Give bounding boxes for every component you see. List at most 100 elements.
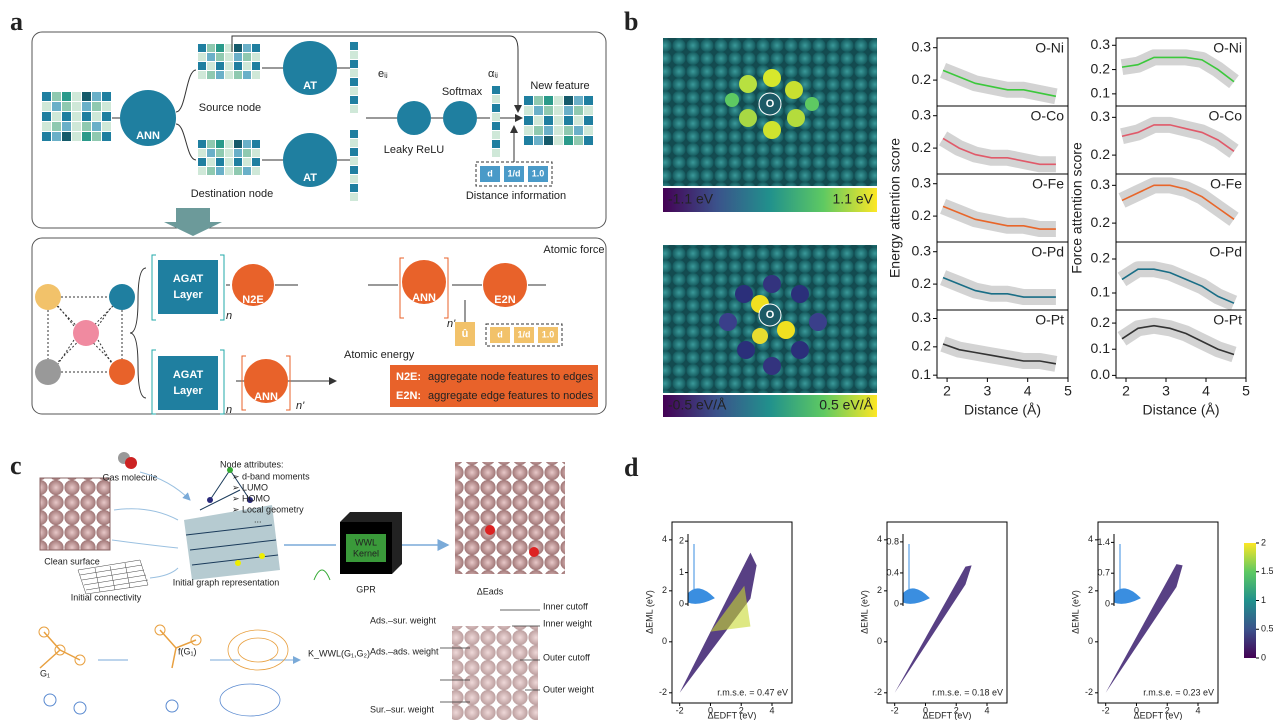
legend-text: aggregate node features to edges: [428, 371, 594, 383]
y-tick-label: 0.2: [1091, 60, 1111, 76]
node: [73, 320, 99, 346]
x-tick-label: 4: [1024, 383, 1032, 399]
y-tick-label: 2: [1088, 585, 1093, 595]
node: [35, 359, 61, 385]
x-tick-label: 3: [1162, 383, 1170, 399]
text: Initial graph representation: [173, 577, 280, 587]
x-tick-label: 4: [1195, 705, 1200, 715]
y-axis-label: Force attention score: [1069, 142, 1085, 274]
matrix-cell: [492, 86, 500, 94]
matrix-cell: [492, 95, 500, 103]
matrix-cell: [350, 96, 358, 104]
matrix-cell: [524, 136, 533, 145]
graph-icons: [39, 625, 201, 668]
node: [109, 284, 135, 310]
matrix-cell: [72, 122, 81, 131]
text: New feature: [530, 80, 589, 92]
y-tick-label: 0: [877, 636, 882, 646]
y-tick-label: 0.1: [1091, 85, 1111, 101]
softmax-node: [443, 101, 477, 135]
text: ΔEads: [477, 586, 504, 596]
matrix-cell: [234, 44, 242, 52]
graph-icons: [44, 694, 178, 714]
text: Layer: [173, 385, 203, 397]
matrix-cell: [82, 112, 91, 121]
subplot-title: O-Pd: [1209, 244, 1242, 260]
text: Softmax: [442, 86, 483, 98]
matrix-cell: [350, 69, 358, 77]
y-tick-label: 0.2: [912, 207, 932, 223]
matrix-cell: [252, 53, 260, 61]
y-axis-label: Energy attention score: [887, 138, 903, 278]
subplot-title: O-Pt: [1035, 312, 1064, 328]
text: û: [462, 328, 469, 340]
surface-image: [40, 478, 110, 550]
distance-label: d: [487, 168, 493, 178]
matrix-cell: [102, 132, 111, 141]
matrix-cell: [216, 158, 224, 166]
inset-tick-label: 2: [679, 536, 684, 546]
matrix-cell: [492, 113, 500, 121]
y-tick-label: 0.1: [1091, 340, 1111, 356]
matrix-cell: [350, 148, 358, 156]
inset-tick-label: 0.4: [886, 567, 899, 577]
legend-key: N2E:: [396, 371, 421, 383]
subplot-title: O-Fe: [1032, 176, 1064, 192]
inset-tick-label: 0.8: [886, 536, 899, 546]
matrix-cell: [198, 53, 206, 61]
subplot-title: O-Pd: [1031, 244, 1064, 260]
list-item: ➢ LUMO: [232, 482, 268, 492]
subplot-title: O-Pt: [1213, 312, 1242, 328]
matrix-cell: [574, 116, 583, 125]
matrix-cell: [524, 96, 533, 105]
y-tick-label: 0.3: [1091, 36, 1111, 52]
matrix-cell: [350, 105, 358, 113]
text: WWL: [355, 537, 377, 547]
matrix-cell: [564, 116, 573, 125]
matrix-cell: [52, 112, 61, 121]
matrix-cell: [207, 140, 215, 148]
y-tick-label: 0: [1088, 636, 1093, 646]
matrix-cell: [252, 149, 260, 157]
matrix-cell: [225, 149, 233, 157]
y-tick-label: 0.2: [1091, 314, 1111, 330]
matrix-cell: [534, 136, 543, 145]
text: K_WWL(G₁,G₂): [308, 648, 370, 658]
matrix-cell: [102, 122, 111, 131]
matrix-cell: [584, 136, 593, 145]
y-tick-label: 0.3: [912, 106, 932, 122]
y-tick-label: 4: [877, 534, 882, 544]
text: Ads.–sur. weight: [370, 615, 437, 625]
x-tick-label: 3: [983, 383, 991, 399]
y-tick-label: -2: [1085, 687, 1093, 697]
matrix-cell: [534, 116, 543, 125]
matrix-cell: [62, 102, 71, 111]
y-tick-label: 0.2: [912, 139, 932, 155]
text: n': [447, 318, 456, 330]
y-tick-label: 4: [662, 534, 667, 544]
text: Sur.–sur. weight: [370, 704, 435, 714]
matrix-cell: [82, 92, 91, 101]
inset-tick-label: 0: [679, 598, 684, 608]
matrix-cell: [554, 126, 563, 135]
text: Gas molecule: [102, 472, 157, 482]
matrix-cell: [92, 122, 101, 131]
gaussian: [314, 570, 330, 580]
matrix-cell: [534, 106, 543, 115]
matrix-cell: [52, 122, 61, 131]
figure: a ANN Source node Destination node AT AT…: [0, 0, 1273, 720]
atom: [529, 547, 539, 557]
matrix-cell: [102, 102, 111, 111]
matrix-cell: [554, 136, 563, 145]
matrix-cell: [350, 166, 358, 174]
matrix-cell: [216, 149, 224, 157]
atom-label: O: [766, 309, 775, 321]
colorbar-tick-label: 1: [1261, 595, 1266, 605]
text: AGAT: [173, 273, 204, 285]
matrix-cell: [564, 136, 573, 145]
x-axis-label: ΔEDFT (eV): [923, 710, 972, 720]
y-tick-label: 0.3: [1091, 176, 1111, 192]
text: f(G₁): [178, 646, 197, 656]
text: αᵢⱼ: [488, 68, 498, 80]
y-tick-label: -2: [874, 687, 882, 697]
